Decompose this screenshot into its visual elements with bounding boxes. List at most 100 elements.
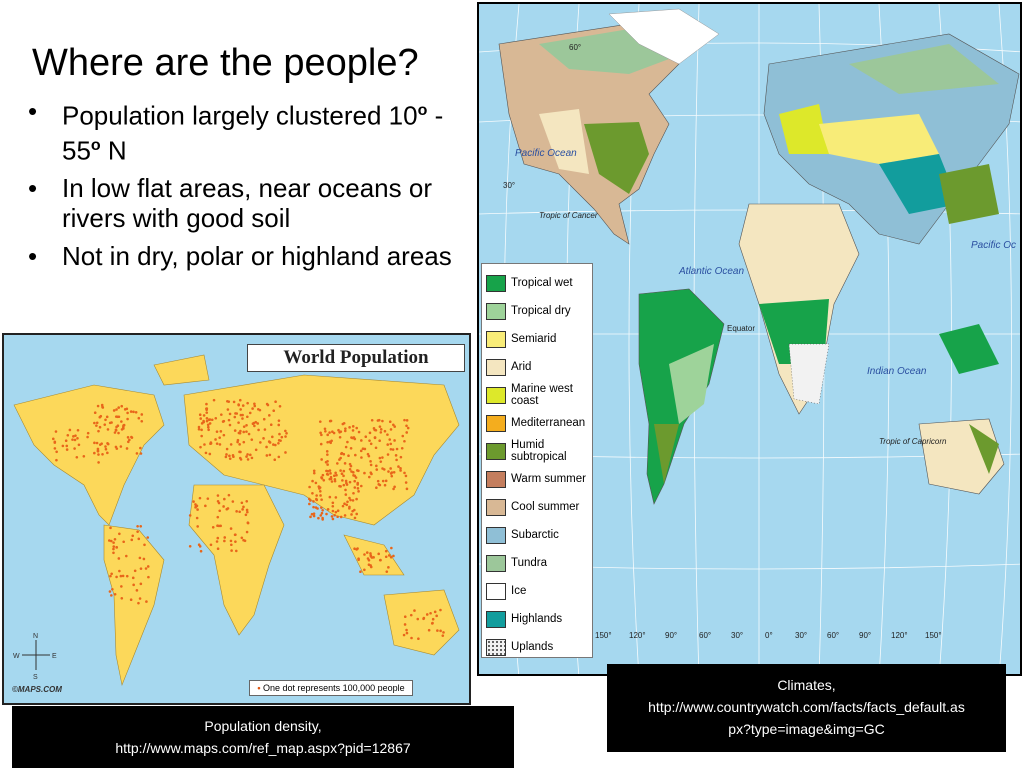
population-dot (122, 423, 126, 427)
legend-swatch (486, 330, 506, 348)
population-dot (390, 546, 393, 550)
population-dot (268, 414, 271, 417)
population-dot (353, 486, 357, 489)
population-dot (393, 485, 396, 489)
population-dot (355, 548, 358, 551)
population-dot (245, 423, 248, 427)
population-dot (400, 446, 404, 450)
legend-swatch (486, 498, 506, 516)
population-dot (239, 458, 243, 461)
population-dot (241, 508, 244, 511)
population-dot (360, 439, 363, 442)
population-dot (246, 510, 249, 514)
population-dot (379, 558, 382, 562)
climates-caption-url-1[interactable]: http://www.countrywatch.com/facts/facts_… (648, 699, 965, 715)
degree-symbol: o (90, 136, 101, 154)
population-dot (353, 437, 357, 441)
population-dot (218, 443, 222, 446)
population-dot (200, 428, 203, 432)
lon-label: 90° (859, 631, 871, 640)
population-dot (381, 479, 385, 483)
population-dot (369, 554, 373, 557)
bullet-1-mid: - 55 (62, 100, 444, 166)
population-dot (108, 590, 112, 593)
population-dot (256, 422, 260, 425)
lon-label: 150° (925, 631, 942, 640)
population-dot (117, 431, 120, 435)
population-dot (322, 478, 326, 482)
population-dot (285, 431, 288, 435)
population-dot (405, 424, 408, 428)
population-dot (370, 418, 374, 422)
population-dot (395, 458, 398, 462)
population-dot (344, 493, 348, 496)
population-dot (357, 558, 360, 562)
lon-label: 30° (731, 631, 743, 640)
population-dot (339, 456, 342, 460)
population-dot (234, 540, 237, 543)
population-dot (223, 539, 226, 543)
population-dot (253, 404, 257, 408)
population-dot (143, 543, 146, 547)
population-dot (363, 553, 366, 556)
population-dot (367, 475, 371, 479)
population-dot (229, 527, 233, 530)
population-dot (227, 400, 231, 403)
legend-item: Arid (486, 353, 588, 381)
legend-swatch (486, 582, 506, 600)
population-dot (240, 536, 244, 540)
population-dot (354, 476, 358, 479)
maps-logo: ©MAPS.COM (12, 685, 62, 694)
population-dot (389, 555, 393, 559)
population-dot (105, 415, 109, 419)
population-dot (112, 545, 116, 548)
population-dot (375, 468, 379, 471)
population-dot (204, 504, 207, 508)
population-dot (273, 458, 277, 461)
population-caption-url[interactable]: http://www.maps.com/ref_map.aspx?pid=128… (115, 740, 411, 756)
population-dot (381, 419, 384, 423)
population-dot (93, 421, 96, 425)
population-dot (369, 463, 373, 467)
legend-item: Highlands (486, 605, 588, 633)
population-dot (335, 473, 338, 477)
population-dot (332, 431, 336, 435)
population-dot (222, 433, 226, 437)
legend-swatch (486, 414, 506, 432)
population-dot (405, 628, 408, 632)
lon-label: 90° (665, 631, 677, 640)
population-dot (425, 613, 429, 616)
population-dot (131, 576, 135, 580)
population-dot (140, 419, 144, 423)
population-dot (384, 549, 388, 553)
population-dot (258, 408, 262, 412)
population-dot (436, 629, 439, 632)
legend-label: Tundra (511, 557, 548, 569)
population-dot (196, 508, 199, 511)
population-dot (86, 431, 90, 435)
population-dot (356, 483, 359, 486)
dot-icon: • (257, 683, 261, 693)
population-dot (211, 525, 215, 529)
population-dot (410, 636, 413, 640)
population-dot (233, 415, 237, 419)
population-dot (126, 436, 130, 439)
bullet-3: Not in dry, polar or highland areas (28, 241, 458, 271)
population-dot (96, 404, 100, 408)
population-dot (366, 452, 370, 456)
population-dot (308, 502, 311, 506)
population-dot (383, 483, 387, 487)
population-dot (351, 429, 355, 432)
population-dot (308, 485, 311, 489)
population-dot (225, 447, 229, 451)
population-dot (321, 508, 324, 512)
population-dot (405, 631, 409, 635)
population-dot (397, 465, 400, 468)
population-dot (118, 569, 121, 573)
climates-caption-url-2[interactable]: px?type=image&img=GC (728, 721, 885, 737)
population-dot (237, 431, 241, 435)
population-dot (139, 567, 143, 570)
population-dot (343, 429, 347, 433)
population-dot (316, 507, 319, 510)
population-dot (263, 428, 267, 431)
